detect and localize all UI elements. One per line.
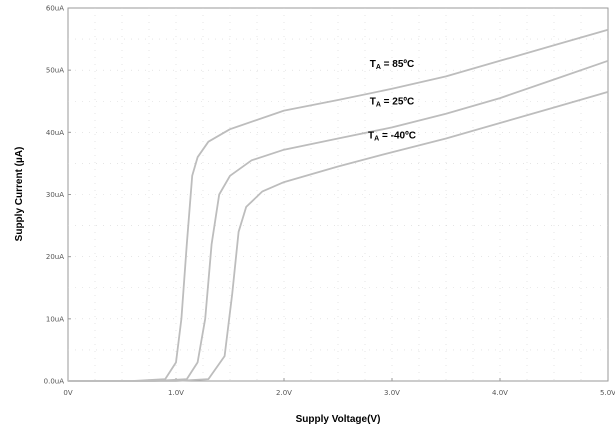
x-tick-label: 4.0V: [492, 389, 508, 397]
x-tick-label: 5.0V: [600, 389, 615, 397]
y-tick-label: 50uA: [46, 67, 64, 75]
series-labels: TA = 85ºC TA = 25ºC TA = -40ºC: [368, 59, 416, 142]
plot-area: [67, 7, 609, 382]
x-tick-label: 3.0V: [384, 389, 400, 397]
x-axis-title: Supply Voltage(V): [296, 414, 381, 425]
y-tick-label: 0.0uA: [44, 378, 65, 386]
series-lines: [68, 28, 609, 382]
y-tick-label: 10uA: [46, 315, 64, 323]
y-tick-label: 60uA: [46, 5, 64, 13]
y-tick-label: 40uA: [46, 129, 64, 137]
tick-labels: 0V 1.0V 2.0V 3.0V 4.0V 5.0V 0.0uA 10uA 20uA 30uA 4…: [44, 5, 615, 398]
y-axis-title: Supply Current (µA): [14, 147, 25, 242]
series-label-1: TA = 25ºC: [370, 96, 415, 108]
series-label-2: TA = -40ºC: [368, 131, 416, 143]
x-tick-label: 2.0V: [276, 389, 292, 397]
series-line-1: [68, 59, 609, 382]
y-tick-label: 20uA: [46, 253, 64, 261]
series-line-2: [68, 91, 609, 382]
x-tick-label: 1.0V: [168, 389, 184, 397]
x-tick-label: 0V: [63, 389, 72, 397]
y-tick-label: 30uA: [46, 191, 64, 199]
series-label-0: TA = 85ºC: [370, 59, 415, 71]
series-line-0: [68, 28, 609, 382]
